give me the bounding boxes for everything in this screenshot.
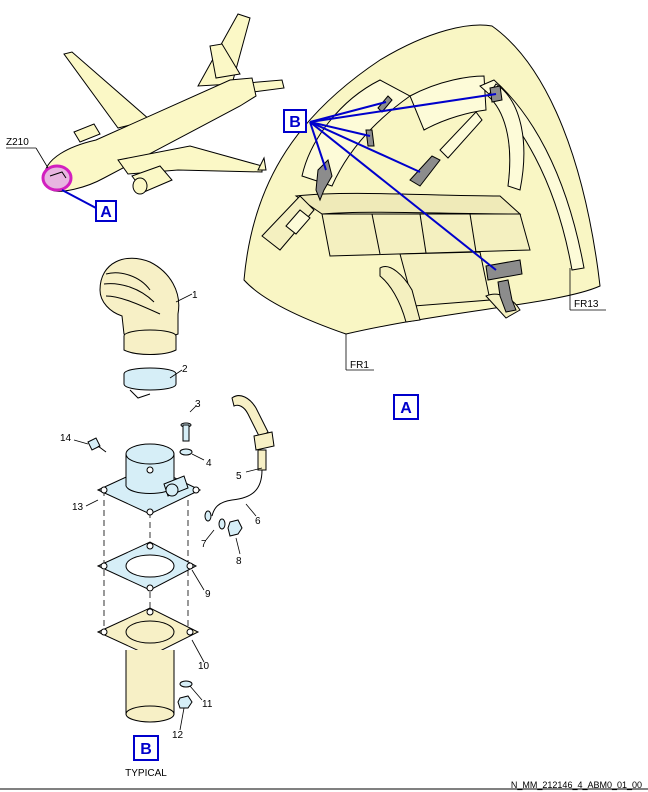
item-6-cable — [211, 469, 263, 517]
item-4-washer — [179, 448, 193, 456]
item-number-3: 3 — [195, 399, 201, 410]
item-14-screw — [87, 437, 107, 453]
view-a-leader — [61, 189, 97, 209]
view-b-leaders — [309, 93, 497, 271]
item-12-nut — [177, 695, 193, 709]
main-instrument-panel — [321, 213, 531, 257]
item-number-14: 14 — [60, 433, 72, 444]
item-number-7: 7 — [201, 539, 207, 550]
item-number-13: 13 — [72, 502, 84, 513]
item-5-temperature-sensor — [231, 395, 275, 471]
item-number-1: 1 — [192, 290, 198, 301]
view-b-big-box[interactable] — [133, 735, 159, 761]
item-7-washers — [204, 510, 226, 530]
item-11-washer — [179, 680, 193, 688]
item-1-flexible-duct — [99, 257, 180, 355]
view-b-small-box[interactable] — [283, 109, 307, 133]
cockpit-zone-highlight — [41, 164, 73, 192]
item-9-gasket — [96, 541, 198, 592]
item-number-12: 12 — [172, 730, 184, 741]
panel-divider-3 — [469, 213, 477, 253]
item-3-bolt — [180, 422, 192, 442]
right-overhead-duct — [487, 83, 525, 191]
view-a-small-label: A — [100, 204, 112, 221]
item-8-nut — [227, 519, 243, 537]
item-number-2: 2 — [182, 364, 188, 375]
panel-divider-1 — [371, 213, 381, 255]
view-b-small-label: B — [289, 114, 301, 131]
typical-label: TYPICAL — [125, 768, 167, 779]
cockpit-window-icon — [49, 171, 67, 179]
sensor-location-6-duct — [497, 279, 517, 313]
item-number-5: 5 — [236, 471, 242, 482]
item-leaders — [73, 293, 263, 731]
sensor-location-4 — [409, 155, 441, 187]
windshield-frame-center — [409, 75, 487, 131]
item-10-flange — [96, 607, 200, 723]
item-number-11: 11 — [202, 699, 213, 710]
view-b-big-label: B — [140, 741, 152, 758]
glare-shield — [294, 192, 522, 215]
item-number-10: 10 — [198, 661, 210, 672]
aircraft-far-engine — [73, 123, 101, 143]
aircraft-winglet — [257, 156, 267, 171]
left-side-duct — [285, 209, 311, 235]
zone-label: Z210 — [6, 137, 29, 148]
zone-leader-line — [35, 147, 49, 169]
aircraft-left-stabilizer — [209, 43, 241, 79]
item-number-8: 8 — [236, 556, 242, 567]
item-13-adapter — [96, 443, 202, 516]
item-number-4: 4 — [206, 458, 212, 469]
item-number-6: 6 — [255, 516, 261, 527]
aircraft-left-wing — [63, 51, 152, 129]
aircraft-engine-intake — [132, 177, 148, 195]
sensor-locations — [315, 85, 523, 313]
view-a-small-box[interactable] — [95, 200, 117, 222]
overhead-duct — [439, 111, 483, 159]
sensor-location-6 — [485, 259, 523, 281]
fr1-label: FR1 — [350, 360, 369, 371]
item-number-9: 9 — [205, 589, 211, 600]
fr13-label: FR13 — [574, 299, 599, 310]
item-2-clamp — [123, 367, 177, 399]
sensor-location-3 — [315, 159, 333, 202]
sensor-location-2 — [365, 129, 375, 147]
view-a-big-box[interactable] — [393, 394, 419, 420]
panel-divider-2 — [419, 213, 427, 254]
aircraft-right-wing — [117, 145, 263, 175]
reference-code: N_MM_212146_4_ABM0_01_00 — [510, 780, 642, 790]
aircraft-illustration — [43, 13, 285, 195]
left-rudder-pedal — [379, 266, 421, 323]
view-a-big-label: A — [400, 400, 412, 417]
